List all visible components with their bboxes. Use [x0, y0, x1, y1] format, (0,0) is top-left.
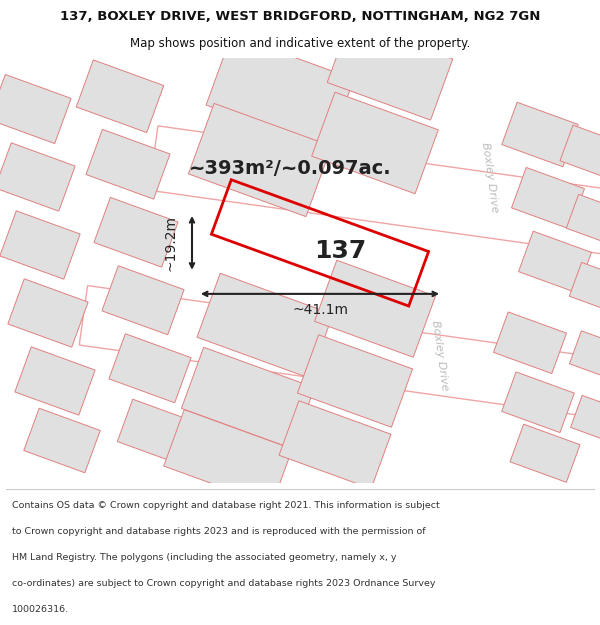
Polygon shape [327, 21, 453, 120]
Polygon shape [279, 401, 391, 489]
Polygon shape [197, 273, 333, 378]
Polygon shape [109, 334, 191, 402]
Polygon shape [164, 409, 292, 506]
Polygon shape [560, 125, 600, 178]
Polygon shape [94, 198, 178, 267]
Polygon shape [494, 312, 566, 374]
Polygon shape [86, 129, 170, 199]
Polygon shape [8, 279, 88, 347]
Text: 137: 137 [314, 239, 366, 263]
Text: ~393m²/~0.097ac.: ~393m²/~0.097ac. [188, 159, 391, 178]
Polygon shape [518, 231, 592, 292]
Text: HM Land Registry. The polygons (including the associated geometry, namely x, y: HM Land Registry. The polygons (includin… [12, 553, 397, 562]
Polygon shape [0, 74, 71, 144]
Text: Map shows position and indicative extent of the property.: Map shows position and indicative extent… [130, 37, 470, 50]
Polygon shape [0, 211, 80, 279]
Polygon shape [569, 262, 600, 312]
Polygon shape [15, 347, 95, 415]
Polygon shape [118, 399, 197, 465]
Text: ~19.2m: ~19.2m [163, 215, 177, 271]
Text: 137, BOXLEY DRIVE, WEST BRIDGFORD, NOTTINGHAM, NG2 7GN: 137, BOXLEY DRIVE, WEST BRIDGFORD, NOTTI… [60, 10, 540, 22]
Text: to Crown copyright and database rights 2023 and is reproduced with the permissio: to Crown copyright and database rights 2… [12, 528, 425, 536]
Polygon shape [0, 143, 75, 211]
Polygon shape [566, 194, 600, 244]
Polygon shape [571, 396, 600, 443]
Polygon shape [206, 34, 354, 149]
Text: Boxley Drive: Boxley Drive [480, 141, 500, 213]
Polygon shape [510, 424, 580, 483]
Polygon shape [181, 348, 314, 449]
Polygon shape [24, 408, 100, 472]
Text: Boxley Drive: Boxley Drive [430, 319, 450, 391]
Text: ~41.1m: ~41.1m [292, 303, 348, 317]
Polygon shape [502, 102, 578, 167]
Polygon shape [314, 260, 436, 358]
Polygon shape [76, 60, 164, 132]
Text: Contains OS data © Crown copyright and database right 2021. This information is : Contains OS data © Crown copyright and d… [12, 501, 440, 511]
Polygon shape [149, 126, 600, 288]
Polygon shape [188, 103, 332, 217]
Polygon shape [298, 335, 413, 428]
Polygon shape [79, 286, 600, 442]
Polygon shape [311, 92, 439, 194]
Polygon shape [102, 266, 184, 335]
Text: 100026316.: 100026316. [12, 605, 69, 614]
Polygon shape [512, 168, 584, 229]
Polygon shape [502, 372, 574, 432]
Polygon shape [569, 331, 600, 380]
Text: co-ordinates) are subject to Crown copyright and database rights 2023 Ordnance S: co-ordinates) are subject to Crown copyr… [12, 579, 436, 588]
